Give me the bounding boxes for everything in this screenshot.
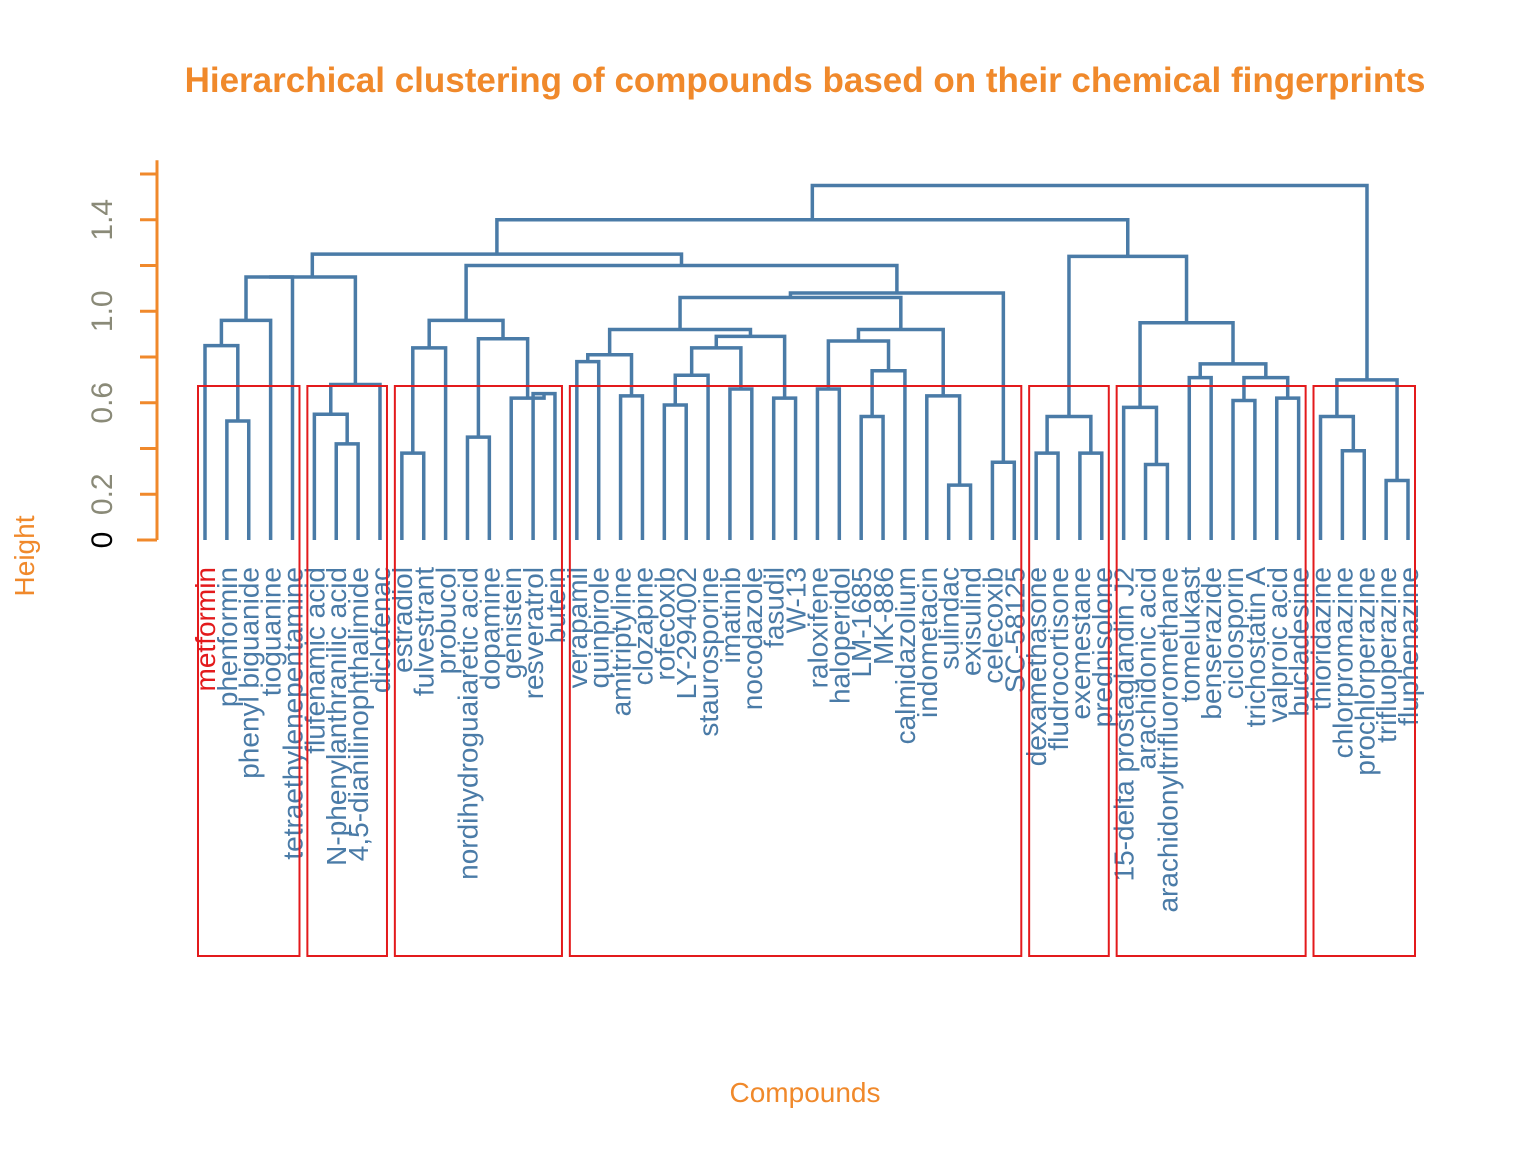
leaf-label-10: estradiol [387, 567, 418, 673]
dendrogram-branch-51 [1340, 449, 1366, 540]
leaf-label-56: fluphenazine [1393, 567, 1424, 726]
leaf-label-35: sulindac [934, 567, 965, 670]
leaf-label-44: arachidonic acid [1131, 567, 1162, 769]
leaf-label-8: 4,5-dianilinophthalimide [343, 567, 374, 861]
leaf-label-38: SC-58125 [999, 567, 1030, 693]
dendrogram-branch-17 [618, 394, 645, 540]
leaf-label-7: N-phenylanthranilic acid [321, 567, 352, 866]
chart-title: Hierarchical clustering of compounds bas… [185, 61, 1426, 100]
leaf-label-11: fulvestrant [409, 567, 440, 696]
leaf-label-31: LM-1685 [846, 567, 877, 678]
y-tick-label-4: 1.0 [86, 290, 119, 332]
leaf-label-47: benserazide [1196, 567, 1227, 720]
leaf-label-54: prochlorperazine [1349, 567, 1380, 776]
leaf-label-20: amitriptyline [606, 567, 637, 716]
leaf-label-46: tomelukast [1174, 567, 1205, 703]
cluster-box-4 [568, 385, 1023, 957]
leaf-label-50: valproic acid [1262, 567, 1293, 723]
cluster-box-1 [197, 385, 301, 957]
leaf-label-13: nordihydroguaiaretic acid [452, 567, 483, 880]
dendrogram-branch-31 [925, 394, 962, 540]
y-tick-label-3: 0.6 [86, 382, 119, 424]
leaf-label-16: resveratrol [518, 567, 549, 699]
dendrogram-branch-6 [312, 412, 349, 540]
leaf-label-2: phenformin [212, 567, 243, 707]
leaf-label-29: raloxifene [802, 567, 833, 688]
dendrogram-branch-2 [203, 343, 240, 540]
leaf-label-3: phenyl biguanide [234, 567, 265, 779]
cluster-box-3 [393, 385, 563, 957]
cluster-box-5 [1028, 385, 1110, 957]
y-axis-title: Height [9, 515, 40, 596]
leaf-label-19: quinpirole [584, 567, 615, 688]
leaf-label-23: LY-294002 [671, 567, 702, 699]
dendrogram-branch-55 [810, 183, 1369, 380]
leaf-label-53: chlorpromazine [1327, 567, 1358, 758]
dendrogram-branches [203, 183, 1410, 540]
cluster-boxes [197, 385, 1416, 957]
leaf-label-36: exisulind [956, 567, 987, 676]
cluster-box-2 [306, 385, 388, 957]
leaf-label-24: staurosporine [693, 567, 724, 737]
leaf-label-27: fasudil [759, 567, 790, 648]
y-tick-label-5: 1.4 [86, 199, 119, 241]
cluster-box-7 [1312, 385, 1416, 957]
x-axis-title: Compounds [730, 1077, 881, 1108]
leaf-label-14: dopamine [474, 567, 505, 690]
leaf-label-12: probucol [431, 567, 462, 674]
leaf-label-1: metformin [190, 567, 221, 691]
leaf-label-48: ciclosporin [1218, 567, 1249, 699]
y-axis: 0 0.2 0.6 1.0 1.4 [86, 160, 159, 549]
leaf-label-32: MK-886 [868, 567, 899, 665]
leaf-label-17: butein [540, 567, 571, 643]
leaf-label-30: haloperidol [824, 567, 855, 704]
leaf-label-25: imatinib [715, 567, 746, 663]
dendrogram-branch-11 [465, 435, 492, 540]
y-tick-label-2: 0.2 [86, 473, 119, 515]
leaf-label-28: W-13 [781, 567, 812, 633]
dendrogram-branch-37 [310, 252, 684, 277]
leaf-label-15: genistein [496, 567, 527, 679]
leaf-label-26: nocodazole [737, 567, 768, 710]
leaf-label-51: bucladesine [1284, 567, 1315, 716]
dendrogram-branch-24 [714, 334, 787, 399]
leaf-label-52: thioridazine [1306, 567, 1337, 710]
leaf-label-41: exemestane [1065, 567, 1096, 720]
leaf-label-33: calmidazolium [890, 567, 921, 744]
leaf-label-39: dexamethasone [1021, 567, 1052, 766]
leaf-label-45: arachidonyltrifluoromethane [1152, 567, 1183, 913]
leaf-label-34: indometacin [912, 567, 943, 718]
leaf-label-55: trifluoperazine [1371, 567, 1402, 743]
leaf-label-5: tetraethylenepentamine [277, 567, 308, 860]
leaf-label-4: tioguanine [256, 567, 287, 696]
leaf-label-18: verapamil [562, 567, 593, 688]
leaf-label-6: flufenamic acid [299, 567, 330, 754]
leaf-label-49: trichostatin A [1240, 567, 1271, 728]
leaf-label-43: 15-delta prostaglandin J2 [1109, 567, 1140, 881]
leaf-label-21: clozapine [627, 567, 658, 685]
dendrogram-branch-41 [1143, 462, 1170, 540]
leaf-label-9: diclofenac [365, 567, 396, 693]
leaf-label-40: fludrocortisone [1043, 567, 1074, 751]
dendrogram-branch-4 [244, 275, 295, 540]
leaf-label-42: prednisolone [1087, 567, 1118, 727]
dendrogram-branch-48 [1138, 320, 1235, 408]
y-tick-label-1: 0 [86, 532, 119, 549]
cluster-box-6 [1115, 385, 1307, 957]
leaf-label-37: celecoxib [977, 567, 1008, 684]
dendrogram-branch-8 [269, 275, 358, 385]
dendrogram-branch-19 [662, 403, 688, 540]
leaf-label-22: rofecoxib [649, 567, 680, 681]
